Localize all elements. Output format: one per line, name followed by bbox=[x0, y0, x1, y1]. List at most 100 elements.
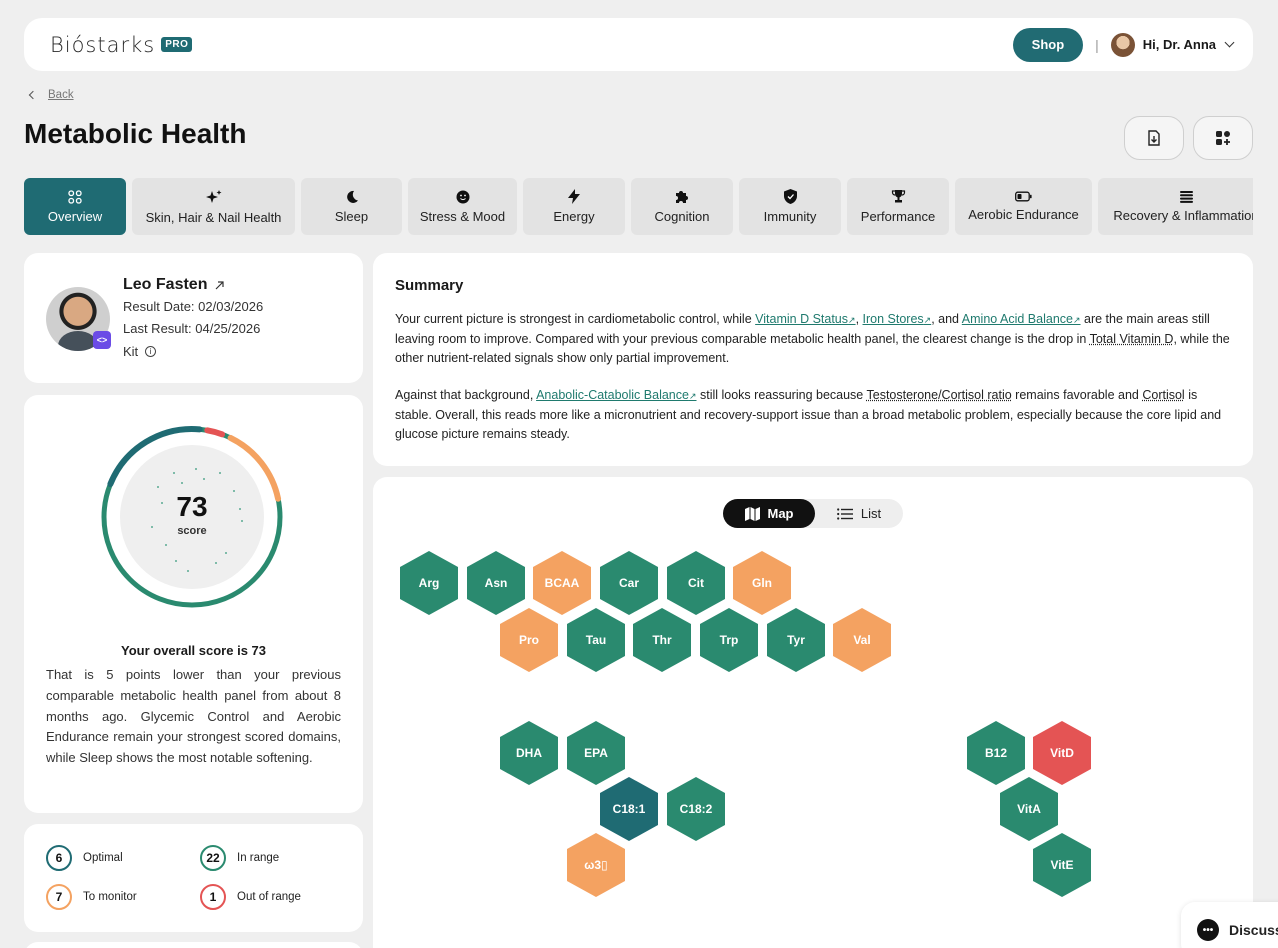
map-view-button[interactable]: Map bbox=[723, 499, 815, 528]
marker-thr[interactable]: Thr bbox=[633, 608, 691, 672]
back-label: Back bbox=[48, 89, 74, 101]
testosterone-cortisol-term[interactable]: Testosterone/Cortisol ratio bbox=[866, 388, 1012, 402]
patient-name-link[interactable]: Leo Fasten bbox=[123, 276, 225, 294]
tab-skin-hair-nail[interactable]: Skin, Hair & Nail Health bbox=[132, 178, 295, 235]
back-link[interactable]: Back bbox=[28, 89, 74, 101]
marker-vite[interactable]: VitE bbox=[1033, 833, 1091, 897]
marker-c18-1[interactable]: C18:1 bbox=[600, 777, 658, 841]
battery-icon bbox=[1015, 191, 1032, 202]
marker-car[interactable]: Car bbox=[600, 551, 658, 615]
list-view-button[interactable]: List bbox=[815, 499, 903, 528]
marker-epa[interactable]: EPA bbox=[567, 721, 625, 785]
marker-asn[interactable]: Asn bbox=[467, 551, 525, 615]
marker-dha[interactable]: DHA bbox=[500, 721, 558, 785]
grid-icon bbox=[68, 189, 82, 204]
marker-cit[interactable]: Cit bbox=[667, 551, 725, 615]
marker-val[interactable]: Val bbox=[833, 608, 891, 672]
tab-energy[interactable]: Energy bbox=[523, 178, 625, 235]
marker-bcaa[interactable]: BCAA bbox=[533, 551, 591, 615]
external-link-icon bbox=[216, 280, 225, 289]
tab-label: Overview bbox=[47, 208, 103, 224]
biomarker-map-card: Map List Arg Asn BCAA Car Cit Gln Pro Ta… bbox=[373, 477, 1253, 948]
score-value: 73 bbox=[176, 491, 208, 522]
text: still looks reassuring because bbox=[696, 388, 867, 402]
shop-button[interactable]: Shop bbox=[1012, 27, 1084, 62]
smile-icon bbox=[456, 190, 469, 203]
kit-info[interactable]: Kit i bbox=[123, 344, 157, 359]
iron-stores-link[interactable]: Iron Stores↗ bbox=[863, 312, 932, 326]
tab-performance[interactable]: Performance bbox=[847, 178, 949, 235]
external-link-icon: ↗ bbox=[688, 391, 697, 401]
score-unit: score bbox=[177, 525, 207, 537]
list-icon bbox=[836, 507, 853, 520]
chat-label: Discuss bbox=[1229, 922, 1278, 938]
gauge-segment-out-of-range bbox=[204, 427, 226, 438]
tab-label: Recovery & Inflammation bbox=[1113, 207, 1253, 223]
marker-b12[interactable]: B12 bbox=[967, 721, 1025, 785]
cortisol-term[interactable]: Cortisol bbox=[1142, 388, 1185, 402]
marker-c18-2[interactable]: C18:2 bbox=[667, 777, 725, 841]
category-tabs: Overview Skin, Hair & Nail Health Sleep … bbox=[24, 178, 1253, 235]
legend-out-of-range: 1 Out of range bbox=[200, 884, 301, 910]
top-bar: Bióstarks PRO Shop | Hi, Dr. Anna bbox=[24, 18, 1253, 71]
external-link-icon: ↗ bbox=[848, 315, 856, 325]
tab-label: Aerobic Endurance bbox=[968, 207, 1079, 222]
add-widget-button[interactable] bbox=[1193, 116, 1253, 160]
chat-icon: ••• bbox=[1197, 919, 1219, 941]
text: Your current picture is strongest in car… bbox=[395, 312, 756, 326]
marker-arg[interactable]: Arg bbox=[400, 551, 458, 615]
trophy-icon bbox=[891, 190, 905, 203]
marker-gln[interactable]: Gln bbox=[733, 551, 791, 615]
list-label: List bbox=[860, 506, 882, 521]
user-menu[interactable]: Hi, Dr. Anna bbox=[1110, 32, 1235, 57]
total-vitamin-d-term[interactable]: Total Vitamin D bbox=[1089, 332, 1174, 347]
legend-count: 1 bbox=[200, 884, 226, 910]
patient-name: Leo Fasten bbox=[123, 276, 208, 293]
legend-label: In range bbox=[237, 852, 280, 864]
text: is stable. Overall, this reads more like… bbox=[395, 388, 1222, 442]
marker-tau[interactable]: Tau bbox=[567, 608, 625, 672]
map-label: Map bbox=[767, 506, 794, 521]
text: , bbox=[855, 312, 863, 326]
marker-vitd[interactable]: VitD bbox=[1033, 721, 1091, 785]
amino-acid-balance-link[interactable]: Amino Acid Balance↗ bbox=[962, 312, 1081, 326]
discuss-chat-button[interactable]: ••• Discuss bbox=[1181, 902, 1278, 948]
vitamin-d-status-link[interactable]: Vitamin D Status↗ bbox=[755, 312, 855, 326]
sparkle-icon bbox=[205, 189, 221, 203]
tab-stress-mood[interactable]: Stress & Mood bbox=[408, 178, 517, 235]
download-report-button[interactable] bbox=[1124, 116, 1184, 160]
pro-badge: PRO bbox=[161, 37, 193, 52]
shield-icon bbox=[783, 189, 797, 204]
info-icon: i bbox=[145, 346, 157, 357]
map-icon bbox=[744, 506, 760, 521]
marker-vita[interactable]: VitA bbox=[1000, 777, 1058, 841]
logo[interactable]: Bióstarks PRO bbox=[50, 32, 193, 57]
page-title: Metabolic Health bbox=[24, 118, 247, 149]
tab-overview[interactable]: Overview bbox=[24, 178, 126, 235]
marker-tyr[interactable]: Tyr bbox=[767, 608, 825, 672]
tab-label: Performance bbox=[860, 209, 936, 224]
legend-optimal: 6 Optimal bbox=[46, 845, 123, 871]
tab-recovery-inflammation[interactable]: Recovery & Inflammation bbox=[1098, 178, 1253, 235]
tab-aerobic-endurance[interactable]: Aerobic Endurance bbox=[955, 178, 1092, 235]
legend-card: 6 Optimal 22 In range 7 To monitor 1 Out… bbox=[24, 824, 363, 932]
summary-title: Summary bbox=[395, 277, 464, 294]
tab-cognition[interactable]: Cognition bbox=[631, 178, 733, 235]
tab-sleep[interactable]: Sleep bbox=[301, 178, 402, 235]
marker-trp[interactable]: Trp bbox=[700, 608, 758, 672]
summary-card: Summary Your current picture is stronges… bbox=[373, 253, 1253, 466]
logo-text: Bióstarks bbox=[50, 32, 156, 57]
legend-label: Optimal bbox=[83, 852, 123, 864]
tab-immunity[interactable]: Immunity bbox=[739, 178, 841, 235]
anabolic-catabolic-balance-link[interactable]: Anabolic-Catabolic Balance↗ bbox=[536, 388, 696, 402]
gauge-segment-optimal bbox=[107, 426, 203, 488]
chevron-left-icon bbox=[28, 90, 38, 100]
tab-label: Stress & Mood bbox=[419, 208, 506, 224]
marker-omega3[interactable]: ω3▯ bbox=[567, 833, 625, 897]
summary-paragraph-1: Your current picture is strongest in car… bbox=[395, 310, 1235, 369]
summary-paragraph-2: Against that background, Anabolic-Catabo… bbox=[395, 386, 1235, 445]
marker-pro[interactable]: Pro bbox=[500, 608, 558, 672]
user-greeting: Hi, Dr. Anna bbox=[1142, 37, 1216, 52]
tab-label: Skin, Hair & Nail Health bbox=[145, 209, 282, 225]
link-text: Amino Acid Balance bbox=[961, 312, 1073, 326]
